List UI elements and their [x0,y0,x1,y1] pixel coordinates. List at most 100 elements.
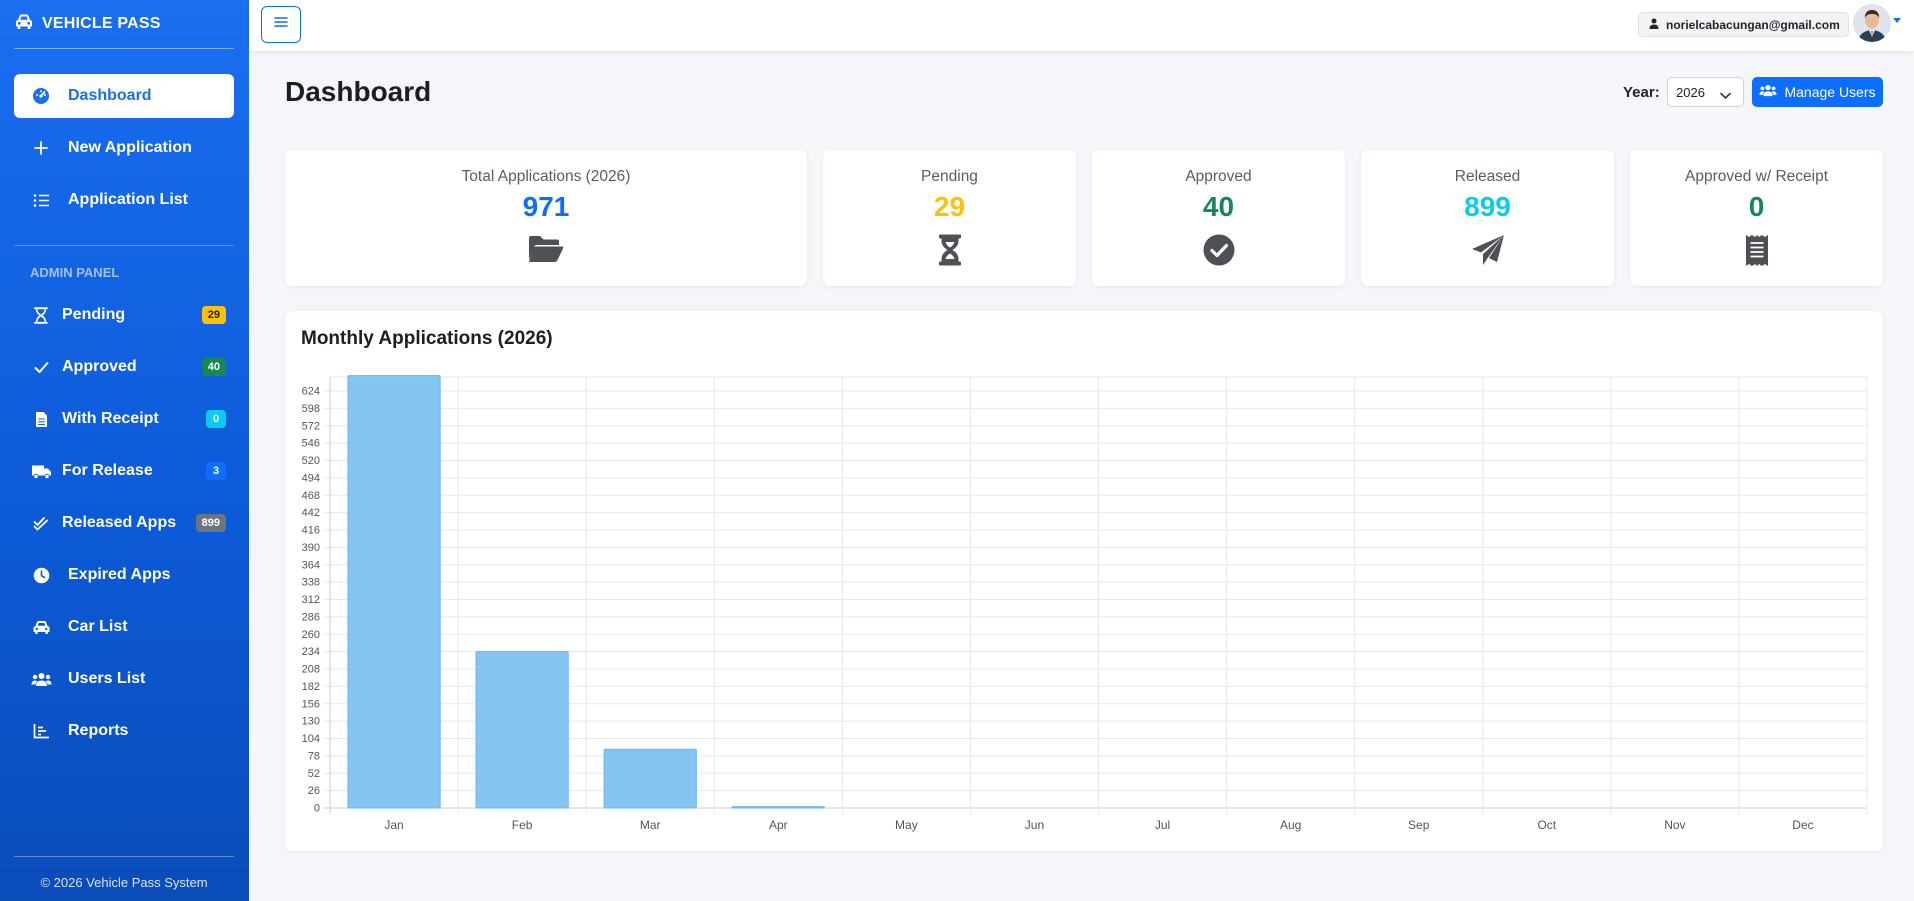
x-tick-label: Nov [1664,818,1685,832]
x-tick-label: Feb [512,818,533,832]
sidebar-item-label: Application List [68,191,188,208]
monthly-chart-card: Monthly Applications (2026) 0 26 52 78 104 13… [285,311,1883,851]
admin-panel-title: ADMIN PANEL [30,265,120,280]
truck-icon [30,464,52,479]
sidebar-item-approved[interactable]: Approved 40 [14,345,234,389]
double-check-icon [30,516,52,531]
x-tick-label: Dec [1792,818,1813,832]
x-tick-label: Jul [1155,818,1170,832]
stat-label: Approved w/ Receipt [1684,168,1829,185]
y-tick-label: 130 [302,716,320,728]
clock-icon [30,567,52,584]
hamburger-icon [273,15,289,34]
for-release-count-badge: 3 [206,462,226,480]
sidebar-item-label: With Receipt [62,410,159,427]
list-icon [30,193,52,208]
sidebar-item-expired-apps[interactable]: Expired Apps [14,553,234,597]
receipt-file-icon [30,411,52,428]
sidebar-item-label: Dashboard [68,87,152,104]
monthly-applications-chart: 0 26 52 78 104 130 156 182 208 234 260 286 312 338 364… [302,375,1868,832]
brand[interactable]: VEHICLE PASS [0,0,249,48]
sidebar-item-label: New Application [68,139,192,156]
user-email: norielcabacungan@gmail.com [1666,17,1840,32]
stat-card-pending: Pending 29 [823,150,1076,286]
x-tick-label: Jan [384,818,403,832]
stat-label: Pending [921,168,978,185]
y-tick-label: 104 [302,733,320,745]
y-tick-label: 442 [302,507,320,519]
user-email-badge[interactable]: norielcabacungan@gmail.com [1638,12,1849,37]
chart-bar [475,651,569,809]
y-tick-label: 598 [302,403,320,415]
sidebar-item-label: Reports [68,722,129,739]
admin-panel: ADMIN PANEL Pending 29 Approved 40 [14,245,234,761]
stat-label: Total Applications (2026) [461,168,631,185]
x-tick-label: Sep [1408,818,1430,832]
manage-users-button[interactable]: Manage Users [1752,77,1883,107]
users-icon [30,672,52,687]
stat-card-approved: Approved 40 [1092,150,1345,286]
x-tick-label: Apr [769,818,788,832]
avatar[interactable] [1853,4,1891,42]
gauge-icon [30,87,52,105]
chart-bar [603,748,697,809]
car-icon [14,13,34,36]
chart-title: Monthly Applications (2026) [301,328,553,349]
y-tick-label: 78 [308,750,320,762]
sidebar-toggle-button[interactable] [261,6,301,43]
brand-divider [14,48,234,49]
check-circle-icon [1092,234,1345,266]
y-tick-label: 260 [302,629,320,641]
sidebar-item-car-list[interactable]: Car List [14,605,234,649]
car-icon [30,620,52,635]
y-tick-label: 624 [302,386,320,398]
x-tick-label: Jun [1025,818,1044,832]
with-receipt-count-badge: 0 [206,410,226,428]
y-tick-label: 546 [302,438,320,450]
sidebar-item-for-release[interactable]: For Release 3 [14,449,234,493]
check-icon [30,361,52,374]
x-tick-label: Oct [1537,818,1556,832]
sidebar-item-pending[interactable]: Pending 29 [14,293,234,337]
users-icon [1759,84,1778,100]
x-tick-label: Aug [1280,818,1301,832]
stat-card-total: Total Applications (2026) 971 [285,150,807,286]
stat-value: 971 [522,191,570,222]
y-tick-label: 52 [308,768,320,780]
stat-label: Approved [1185,168,1252,185]
user-menu-caret-icon[interactable] [1893,18,1901,23]
brand-name: VEHICLE PASS [42,15,161,32]
sidebar-item-label: For Release [62,462,153,479]
sidebar-item-label: Expired Apps [68,566,171,583]
sidebar-item-new-application[interactable]: New Application [14,126,234,170]
bar-chart-icon [30,723,52,739]
released-apps-count-badge: 899 [195,514,226,532]
chart-bar [347,375,441,809]
sidebar-item-users-list[interactable]: Users List [14,657,234,701]
pending-count-badge: 29 [201,306,226,324]
y-tick-label: 234 [302,646,320,658]
y-tick-label: 572 [302,420,320,432]
year-select-value: 2026 [1676,84,1705,100]
sidebar-item-with-receipt[interactable]: With Receipt 0 [14,397,234,441]
y-tick-label: 494 [302,472,320,484]
y-tick-label: 312 [302,594,320,606]
hourglass-icon [30,306,52,324]
y-tick-label: 416 [302,525,320,537]
sidebar-item-dashboard[interactable]: Dashboard [14,74,234,118]
y-tick-label: 182 [302,681,320,693]
stat-value: 899 [1464,191,1511,222]
user-icon [1649,18,1659,32]
stat-value: 29 [933,191,966,222]
stat-card-approved-with-receipt: Approved w/ Receipt 0 [1630,150,1883,286]
year-select[interactable]: 2026 [1667,77,1744,107]
main-nav: Dashboard New Application Application Li… [14,74,234,230]
sidebar-item-label: Car List [68,618,128,635]
y-tick-label: 338 [302,577,320,589]
stat-value: 40 [1202,191,1235,222]
sidebar-item-released-apps[interactable]: Released Apps 899 [14,501,234,545]
stat-label: Released [1454,168,1521,185]
receipt-icon [1630,234,1883,267]
sidebar-item-reports[interactable]: Reports [14,709,234,753]
sidebar-item-application-list[interactable]: Application List [14,178,234,222]
